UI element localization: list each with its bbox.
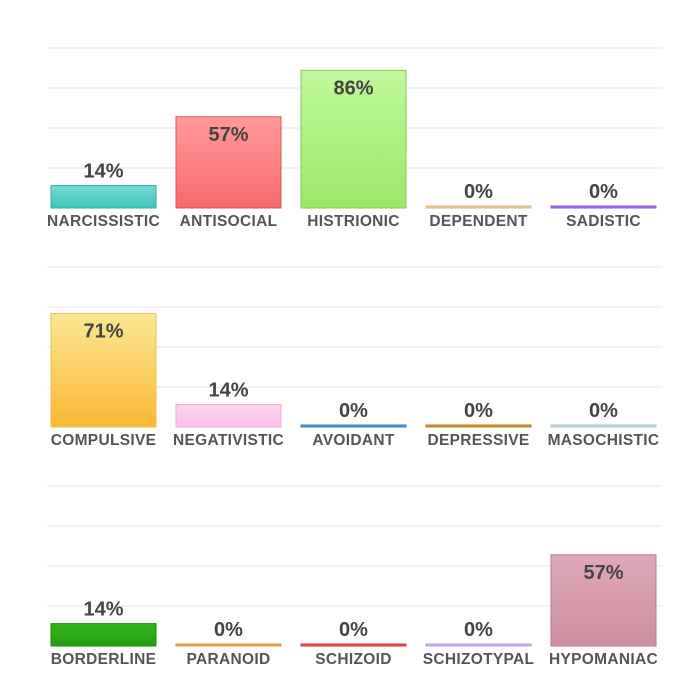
value-label-compulsive: 71%: [83, 320, 123, 342]
value-label-sadistic: 0%: [589, 181, 618, 203]
value-label-hypomaniac: 57%: [583, 562, 623, 584]
bar-sadistic: [550, 205, 657, 209]
value-label-avoidant: 0%: [339, 400, 368, 422]
category-label-compulsive: COMPULSIVE: [51, 432, 156, 449]
category-label-masochistic: MASOCHISTIC: [548, 432, 660, 449]
bar-hypomaniac: [550, 554, 657, 647]
category-label-schizotypal: SCHIZOTYPAL: [423, 651, 535, 668]
category-label-avoidant: AVOIDANT: [312, 432, 394, 449]
category-label-borderline: BORDERLINE: [51, 651, 156, 668]
value-label-histrionic: 86%: [333, 77, 373, 99]
bar-schizotypal: [425, 643, 532, 647]
category-label-hypomaniac: HYPOMANIAC: [549, 651, 658, 668]
bar-narcissistic: [50, 185, 157, 209]
bar-negativistic: [175, 404, 282, 428]
category-label-paranoid: PARANOID: [187, 651, 271, 668]
category-label-narcissistic: NARCISSISTIC: [47, 213, 160, 230]
bar-dependent: [425, 205, 532, 209]
category-label-schizoid: SCHIZOID: [315, 651, 391, 668]
bar-masochistic: [550, 424, 657, 428]
bar-borderline: [50, 623, 157, 647]
value-label-dependent: 0%: [464, 181, 493, 203]
category-label-negativistic: NEGATIVISTIC: [173, 432, 284, 449]
chart-panel-2: 71% COMPULSIVE 14% NEGATIVISTIC 0% AVOIDANT 0%…: [46, 266, 662, 449]
value-label-depressive: 0%: [464, 400, 493, 422]
bar-compulsive: [50, 312, 157, 428]
chart-panel-3: 14% BORDERLINE 0% PARANOID 0% SCHIZOID 0% SCHIZ…: [46, 485, 662, 668]
category-label-antisocial: ANTISOCIAL: [180, 213, 278, 230]
value-label-masochistic: 0%: [589, 400, 618, 422]
bar-paranoid: [175, 643, 282, 647]
value-label-narcissistic: 14%: [83, 161, 123, 183]
category-label-depressive: DEPRESSIVE: [427, 432, 529, 449]
category-label-histrionic: HISTRIONIC: [307, 213, 400, 230]
value-label-paranoid: 0%: [214, 619, 243, 641]
bar-antisocial: [175, 116, 282, 209]
bar-schizoid: [300, 643, 407, 647]
bar-depressive: [425, 424, 532, 428]
value-label-negativistic: 14%: [208, 380, 248, 402]
value-label-schizotypal: 0%: [464, 619, 493, 641]
bar-histrionic: [300, 69, 407, 209]
chart-panel-1: 14% NARCISSISTIC 57% ANTISOCIAL 86% HISTRIONI…: [46, 47, 662, 230]
bar-avoidant: [300, 424, 407, 428]
value-label-schizoid: 0%: [339, 619, 368, 641]
value-label-borderline: 14%: [83, 599, 123, 621]
value-label-antisocial: 57%: [208, 124, 248, 146]
category-label-sadistic: SADISTIC: [566, 213, 641, 230]
category-label-dependent: DEPENDENT: [429, 213, 528, 230]
